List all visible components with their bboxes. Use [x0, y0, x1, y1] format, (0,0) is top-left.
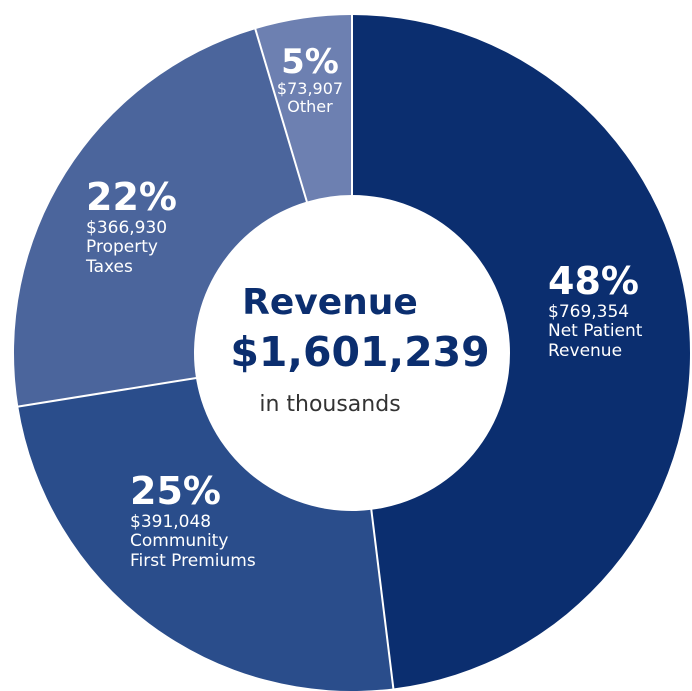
- slice-label-community-first-premiums: 25% $391,048 Community First Premiums: [130, 472, 256, 571]
- slice-net-patient-revenue: [352, 15, 690, 689]
- slice-separator: [370, 507, 395, 691]
- slice-label-other: 5% $73,907 Other: [268, 45, 352, 117]
- value-label-community-first-premiums: $391,048: [130, 512, 212, 532]
- slice-label-net-patient-revenue: 48% $769,354 Net Patient Revenue: [548, 262, 642, 361]
- center-title: Revenue: [242, 282, 418, 323]
- category-label-community-first-premiums: Community First Premiums: [130, 531, 256, 571]
- slice-community-first-premiums: [18, 378, 394, 691]
- slice-property-taxes: [13, 29, 307, 407]
- center-total: $1,601,239: [230, 328, 490, 376]
- value-label-property-taxes: $366,930: [86, 218, 168, 238]
- slice-label-property-taxes: 22% $366,930 Property Taxes: [86, 178, 177, 277]
- slice-separator: [253, 26, 309, 204]
- slice-separator: [16, 376, 199, 408]
- category-label-property-taxes: Property Taxes: [86, 237, 158, 277]
- percent-label-other: 5%: [281, 42, 339, 82]
- slice-other: [255, 14, 352, 202]
- category-label-net-patient-revenue: Net Patient Revenue: [548, 321, 643, 361]
- percent-label-community-first-premiums: 25%: [130, 469, 221, 513]
- percent-label-property-taxes: 22%: [86, 175, 177, 219]
- center-unit: in thousands: [259, 392, 401, 417]
- value-label-other: $73,907: [276, 79, 344, 98]
- percent-label-net-patient-revenue: 48%: [548, 259, 639, 303]
- category-label-other: Other: [287, 97, 333, 116]
- value-label-net-patient-revenue: $769,354: [548, 302, 630, 322]
